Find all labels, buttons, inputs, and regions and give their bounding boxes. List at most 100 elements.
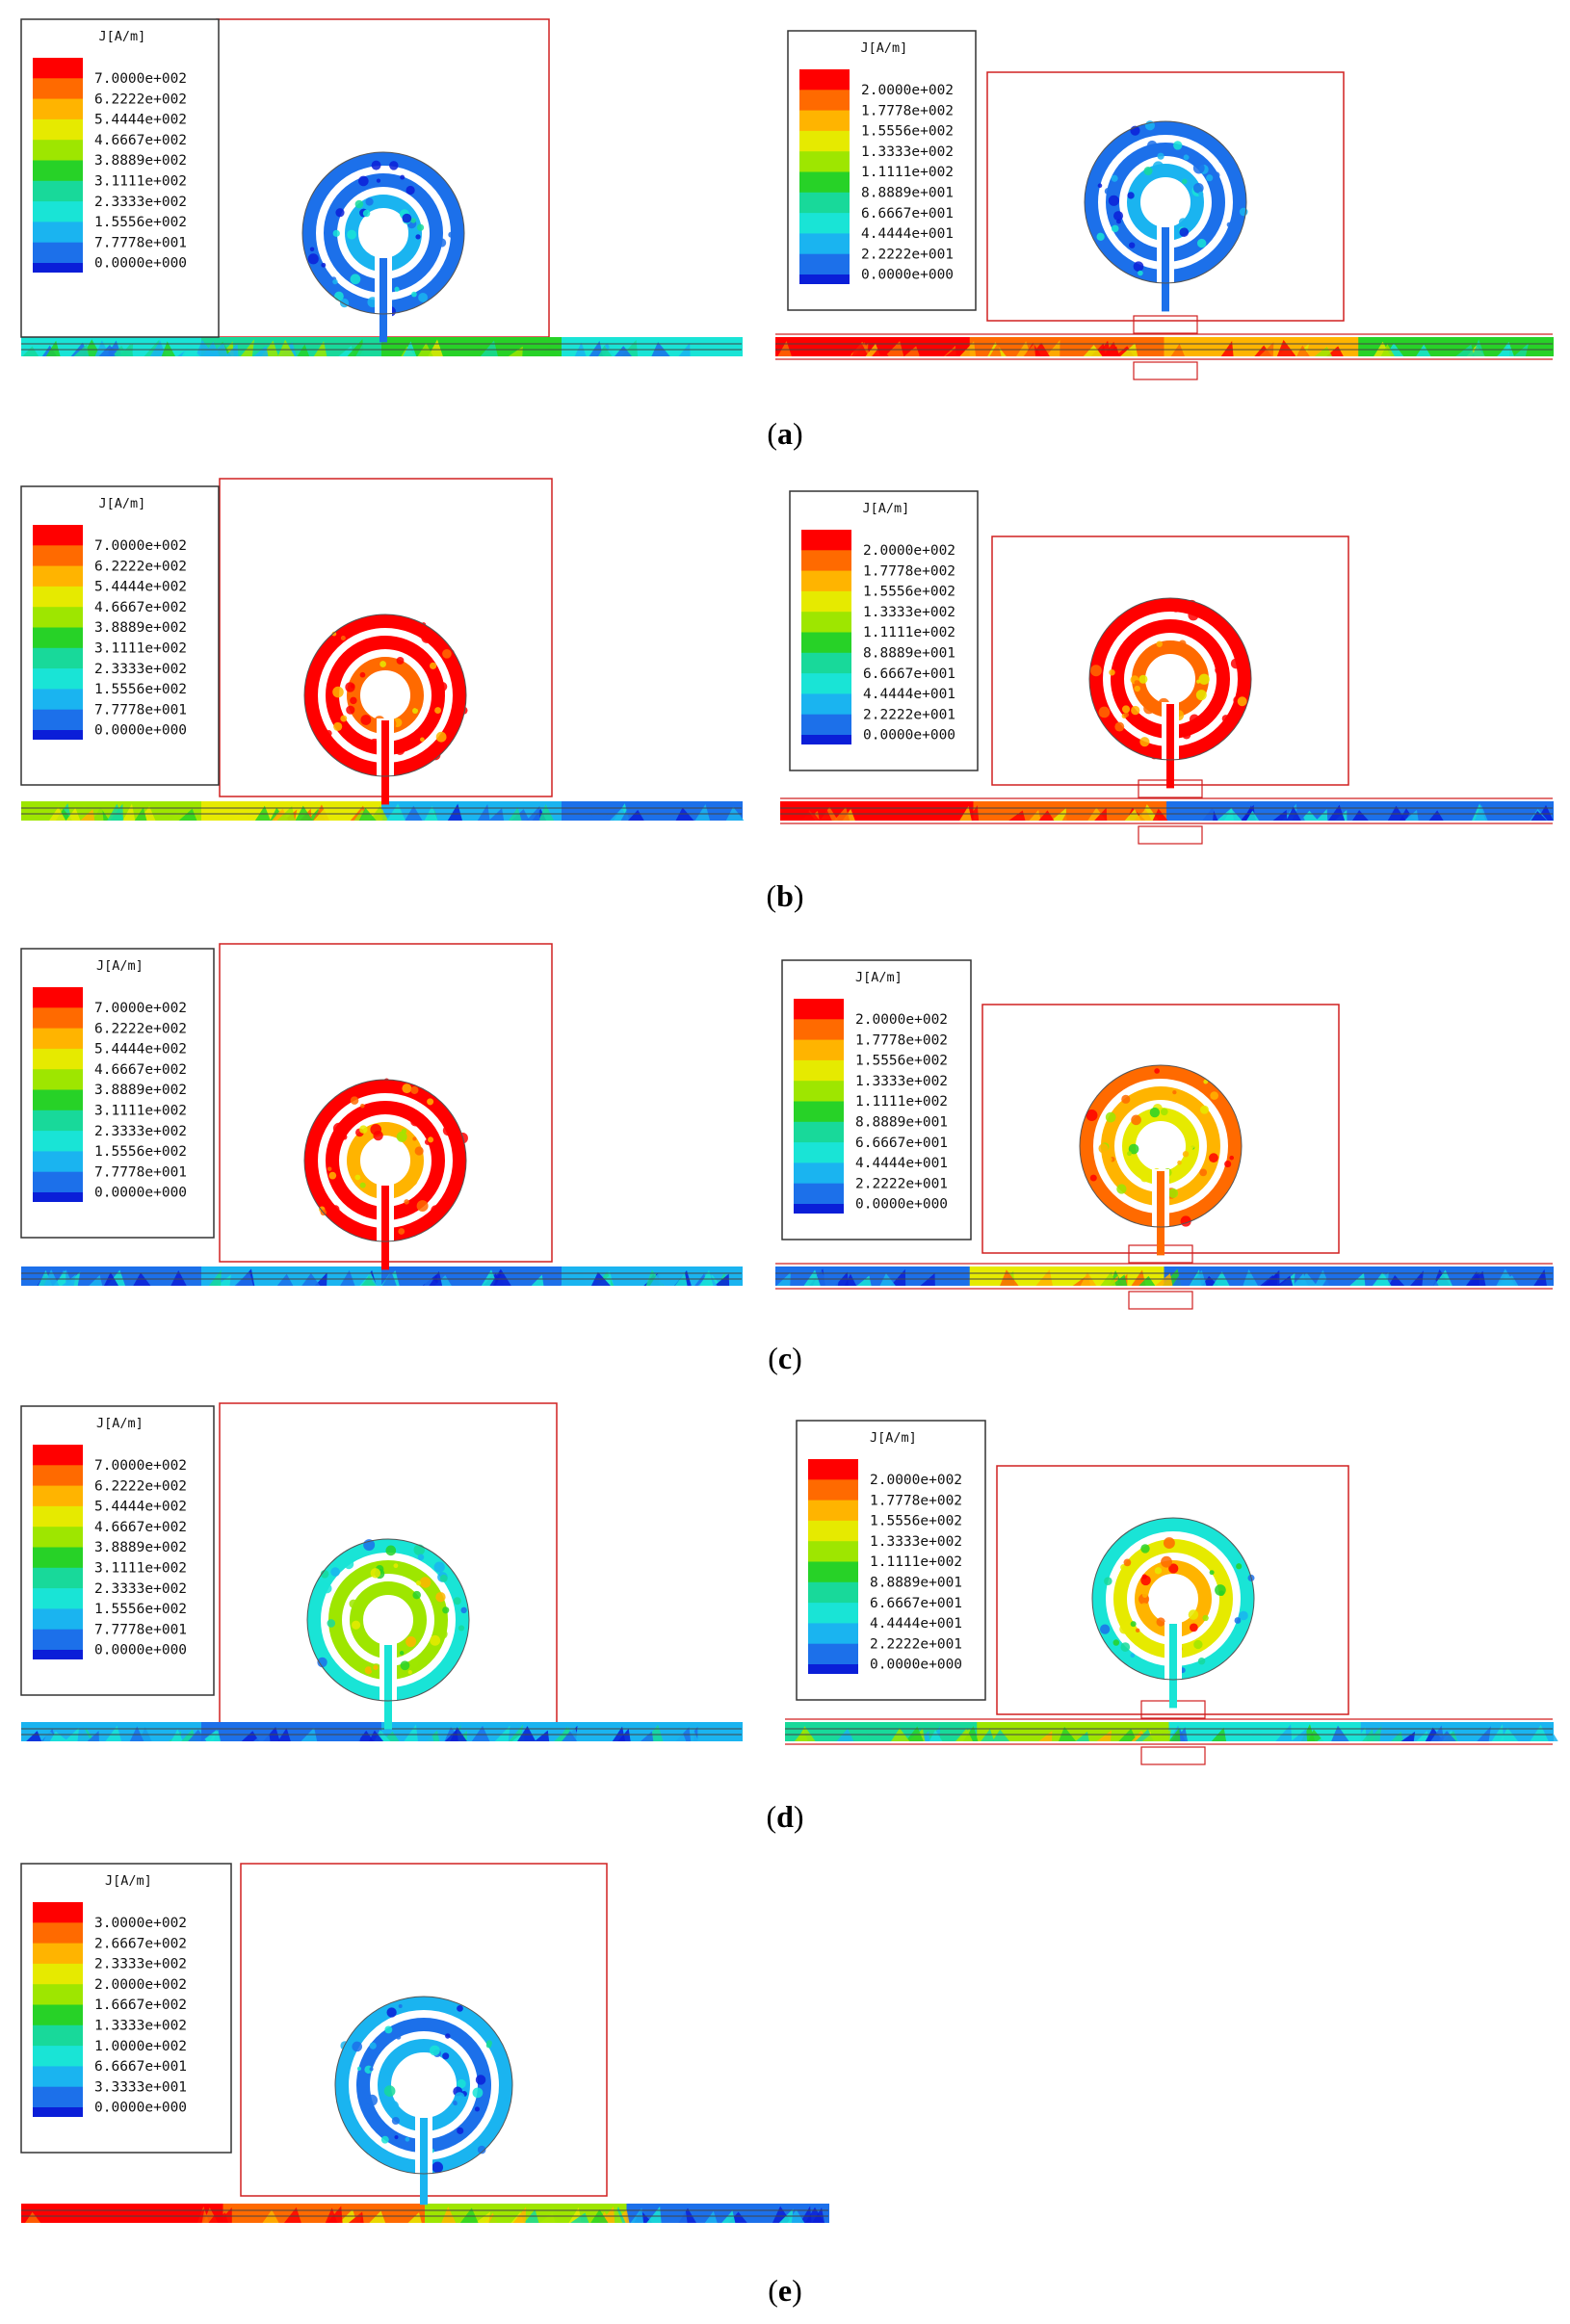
- panel-b-left-ring-speck: [350, 683, 355, 689]
- panel-d-left-strip-speck: [201, 1729, 218, 1741]
- panel-d-right-swatch-0: [808, 1459, 858, 1480]
- panel-b-right-tick-1: 1.7778e+002: [863, 563, 955, 579]
- panel-d-left-swatch-3: [33, 1505, 83, 1528]
- panel-d-right-ring-speck: [1130, 1621, 1137, 1628]
- panel-b-right-ring-speck: [1134, 685, 1140, 692]
- panel-c-left-ring-speck: [360, 1104, 365, 1109]
- panel-a-right-ring-speck: [1198, 191, 1204, 197]
- panel-d-right-swatch-2: [808, 1500, 858, 1522]
- panel-a-right-strip-speck: [872, 346, 889, 356]
- panel-a-left-swatch-1: [33, 78, 83, 100]
- panel-c-right-strip-speck: [1410, 1270, 1424, 1286]
- panel-b-right-swatch-2: [801, 570, 851, 592]
- panel-d-left-swatch-2: [33, 1485, 83, 1507]
- panel-b-right-ring-outline: [1088, 597, 1252, 761]
- panel-d-right-ring-speck: [1234, 1617, 1242, 1624]
- panel-c-left-ring-speck: [410, 1085, 419, 1094]
- panel-a-right-ring-speck: [1192, 182, 1204, 194]
- panel-d-right: J[A/m] 2.0000e+002 1.7778e+002 1.5556e+002 1…: [785, 1420, 1558, 1765]
- panel-a-right-ring-speck: [1133, 261, 1144, 272]
- panel-c-left-swatch-1: [33, 1007, 83, 1030]
- panel-a-left-ring-speck: [335, 208, 345, 218]
- panel-d-left-strip-speck: [357, 1730, 374, 1741]
- panel-b-left-tick-0: 7.0000e+002: [94, 538, 187, 554]
- panel-c-right-ring-speck: [1086, 1110, 1098, 1121]
- panel-b-left-ring-speck: [459, 706, 468, 715]
- panel-c-right-strip-speck: [1322, 1273, 1342, 1286]
- panel-d-left-ring-speck: [400, 1660, 410, 1671]
- panel-e-left-strip-speck: [475, 2211, 491, 2223]
- panel-d-left-strip-seg-0: [21, 1722, 202, 1741]
- panel-a-left-tick-8: 7.7778e+001: [94, 235, 187, 250]
- panel-d-right-strip-speck: [1096, 1730, 1112, 1741]
- panel-c-left-swatch-4: [33, 1069, 83, 1090]
- panel-c-left-ring-speck: [447, 1121, 453, 1127]
- panel-a-left-ring-speck: [411, 291, 417, 298]
- panel-c-left-strip-speck: [492, 1269, 511, 1286]
- panel-a-left-tick-2: 5.4444e+002: [94, 113, 187, 128]
- panel-b-left-ring-speck: [430, 749, 441, 761]
- panel-a-right-ring-speck: [1179, 227, 1190, 237]
- panel-c-right-swatch-0: [794, 999, 844, 1020]
- panel-a-right-strip-speck: [1062, 341, 1079, 356]
- panel-d-right-ring-speck: [1140, 1575, 1151, 1586]
- panel-b-right-strip-speck: [1246, 810, 1260, 821]
- panel-d-right-tick-4: 1.1111e+002: [870, 1554, 962, 1570]
- panel-b-left-strip-speck: [386, 803, 406, 821]
- panel-c-right-ring-speck: [1203, 1079, 1209, 1084]
- panel-c-right-strip-speck: [1499, 1275, 1519, 1286]
- panel-d-left-ring-speck: [370, 1568, 381, 1579]
- panel-d-left-strip-speck: [76, 1726, 92, 1741]
- panel-a-left-ring-speck: [332, 229, 340, 237]
- panel-d-left-ring-speck: [435, 1592, 446, 1603]
- panel-a-right-ring-speck: [1111, 174, 1118, 182]
- panel-e-left-ring-speck: [432, 2161, 444, 2174]
- panel-c-right-strip-speck: [856, 1275, 872, 1286]
- panel-a-right-swatch-3: [799, 130, 850, 152]
- panel-e-left: J[A/m] 3.0000e+002 2.6667e+002 2.3333e+002 2…: [20, 1863, 829, 2223]
- panel-a-left-swatch-8: [33, 222, 83, 244]
- panel-c-left-tick-2: 5.4444e+002: [94, 1042, 187, 1058]
- panel-d-left-strip-speck: [534, 1730, 550, 1741]
- panel-d-left-tick-7: 1.5556e+002: [94, 1602, 187, 1617]
- panel-a-left-strip-speck: [313, 341, 327, 356]
- panel-e-left-ring-speck: [442, 2052, 450, 2060]
- panel-c-right-ring-speck: [1127, 1151, 1132, 1157]
- panel-d-left-swatch-1: [33, 1465, 83, 1487]
- panel-b-right-swatch-7: [801, 673, 851, 694]
- panel-c-right-ring-speck: [1154, 1068, 1160, 1074]
- panel-b-right-ring-speck: [1138, 674, 1148, 684]
- panel-d-right-ring-speck: [1119, 1624, 1130, 1634]
- panel-a-right-ring-speck: [1138, 270, 1143, 276]
- panel-d-right-ring-speck: [1188, 1609, 1199, 1620]
- panel-a-left-ring-speck: [418, 292, 429, 302]
- panel-b-right-ring-speck: [1221, 715, 1230, 723]
- panel-a-right-strip-speck: [811, 341, 828, 356]
- panel-e-left-ring-speck: [352, 2041, 363, 2052]
- panel-e-left-tick-1: 2.6667e+002: [94, 1936, 187, 1951]
- panel-a-left-strip-speck: [614, 346, 632, 356]
- panel-a-left-strip-speck: [540, 345, 558, 356]
- panel-a-right-swatch-2: [799, 110, 850, 132]
- panel-b-right-ring-speck: [1172, 605, 1180, 613]
- panel-d-right-ring-speck: [1117, 1580, 1129, 1591]
- panel-b-right-pad-bottom: [1138, 825, 1203, 845]
- panel-d-left-tick-5: 3.1111e+002: [94, 1561, 187, 1577]
- panel-a-right-strip-speck: [850, 340, 869, 356]
- panel-d-left-swatch-8: [33, 1608, 83, 1631]
- panel-e-left-tick-4: 1.6667e+002: [94, 1998, 187, 2013]
- panel-a-right-strip-speck: [945, 346, 960, 356]
- panel-e-left-strip-seg-1: [222, 2204, 426, 2223]
- panel-b-right-ring-speck: [1196, 679, 1201, 684]
- panel-a-left-ring-speck: [376, 178, 381, 183]
- panel-d-right-swatch-7: [808, 1603, 858, 1624]
- panel-b-left-swatch-0: [33, 525, 83, 546]
- panel-e-left-ring-speck: [363, 2103, 371, 2110]
- panel-d-left-strip-speck: [368, 1730, 384, 1741]
- panel-e-left-strip-speck: [325, 2207, 338, 2223]
- panel-a-left-strip-speck: [118, 343, 134, 356]
- panel-c-left-tick-8: 7.7778e+001: [94, 1164, 187, 1180]
- panel-d-left-strip-speck: [471, 1725, 490, 1741]
- panel-d-left-ring-speck: [409, 1658, 419, 1668]
- panel-e-left-tick-0: 3.0000e+002: [94, 1916, 187, 1931]
